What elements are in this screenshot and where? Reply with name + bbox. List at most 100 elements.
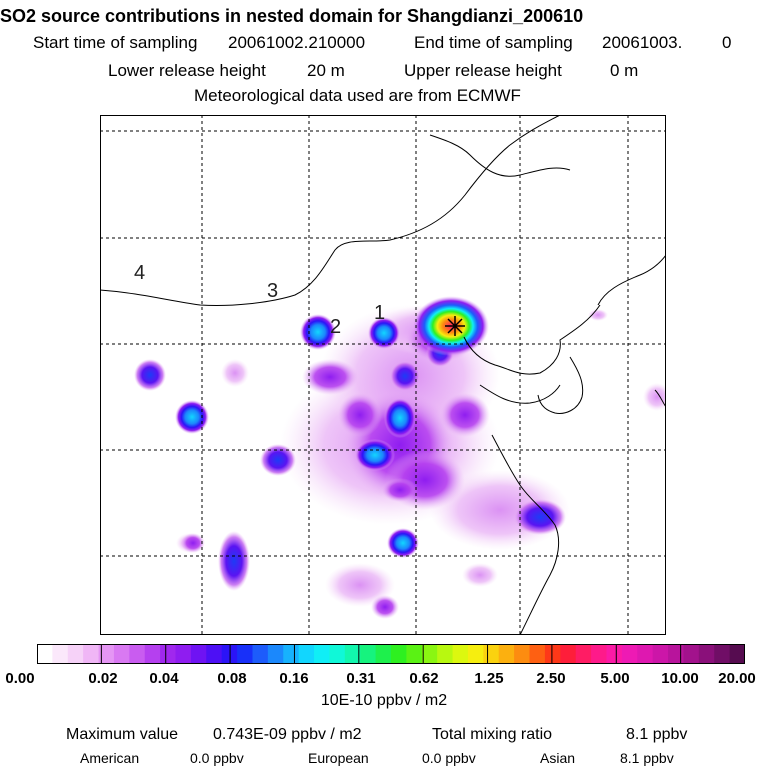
colorbar-cell: [129, 644, 146, 664]
european-value: 0.0 ppbv: [422, 750, 476, 766]
colorbar-cell: [452, 644, 469, 664]
colorbar-cell: [683, 644, 700, 664]
colorbar-cell: [283, 644, 300, 664]
distance-contour-labels: 4 3 2 1: [134, 262, 385, 338]
coastline-and-borders: [100, 115, 666, 635]
colorbar-cell: [406, 644, 423, 664]
hotspot-blue: [218, 531, 250, 591]
plume-violet: [371, 595, 399, 619]
colorbar-cell: [729, 644, 745, 664]
colorbar-cell: [375, 644, 392, 664]
colorbar-cell: [298, 644, 315, 664]
colorbar-cell: [514, 644, 531, 664]
colorbar-cell: [329, 644, 346, 664]
colorbar-cell: [483, 644, 500, 664]
lower-release-value: 20 m: [307, 61, 345, 80]
colorbar-tick-label: 2.50: [536, 670, 566, 687]
colorbar-cell: [314, 644, 330, 664]
hotspot-blue: [260, 444, 296, 476]
colorbar-cell: [37, 644, 53, 664]
map-frame: [100, 115, 666, 635]
colorbar-cell: [637, 644, 654, 664]
colorbar-cell: [83, 644, 100, 664]
hotspot-cyan: [368, 317, 400, 349]
colorbar-cell: [160, 644, 177, 664]
max-value-label: Maximum value: [66, 726, 179, 743]
met-data-line: Meteorological data used are from ECMWF: [194, 86, 521, 105]
colorbar-cell: [652, 644, 669, 664]
end-time-suffix: 0: [722, 33, 732, 52]
colorbar-frame: [37, 644, 745, 664]
colorbar-cell: [391, 644, 407, 664]
coastline-bohai: [463, 304, 601, 375]
plume-pale: [643, 383, 666, 411]
upper-release-value: 0 m: [610, 61, 639, 80]
colorbar-tick-label: 0.16: [279, 670, 309, 687]
hotspot-blue: [390, 361, 420, 391]
lower-release-label: Lower release height: [108, 61, 266, 80]
receptor-star-icon: [445, 316, 465, 336]
colorbar: [37, 644, 745, 664]
plume-pale: [221, 359, 249, 387]
contour-label-4: 4: [134, 262, 145, 284]
colorbar-tick-label: 0.08: [217, 670, 247, 687]
coastline-shandong: [479, 384, 561, 404]
colorbar-cell: [467, 644, 484, 664]
colorbar-cell: [575, 644, 592, 664]
border-north: [100, 115, 561, 306]
map-title: SO2 source contributions in nested domai…: [0, 6, 584, 26]
plume-violet: [338, 393, 382, 437]
colorbar-unit: 10E-10 ppbv / m2: [320, 692, 448, 709]
plume-violet: [440, 393, 490, 437]
border-northeast: [429, 134, 571, 177]
colorbar-cell: [52, 644, 69, 664]
contour-label-2: 2: [330, 316, 341, 338]
colorbar-cell: [67, 644, 84, 664]
upper-release-label: Upper release height: [404, 61, 562, 80]
hotspot-cyan: [355, 439, 395, 471]
contour-label-3: 3: [267, 280, 278, 302]
hotspot-blue: [134, 359, 166, 391]
colorbar-cell: [421, 644, 438, 664]
coastline-north: [597, 254, 666, 306]
concentration-field: [134, 296, 666, 619]
colorbar-cell: [529, 644, 546, 664]
plume-pale: [462, 563, 498, 587]
colorbar-cell: [98, 644, 115, 664]
total-mixing-value: 8.1 ppbv: [626, 726, 688, 743]
total-mixing-label: Total mixing ratio: [432, 726, 553, 743]
colorbar-cell: [544, 644, 561, 664]
asian-value: 8.1 ppbv: [620, 750, 674, 766]
start-time-value: 20061002.210000: [228, 33, 366, 52]
colorbar-cell: [698, 644, 715, 664]
colorbar-cell: [621, 644, 638, 664]
colorbar-cell: [714, 644, 731, 664]
colorbar-tick-label: 5.00: [600, 670, 630, 687]
colorbar-tick-label: 20.00: [718, 670, 756, 687]
colorbar-tick-label: 0.31: [346, 670, 376, 687]
hotspot-cyan: [387, 528, 419, 558]
colorbar-tick-label: 1.25: [474, 670, 504, 687]
contour-label-1: 1: [374, 302, 385, 324]
american-label: American: [80, 750, 140, 766]
colorbar-cell: [252, 644, 269, 664]
colorbar-cell: [344, 644, 361, 664]
plume-pale: [325, 563, 395, 607]
map-panel: 4 3 2 1: [100, 115, 666, 635]
hotspot-cyan: [384, 398, 416, 438]
colorbar-cell: [560, 644, 577, 664]
colorbar-cell: [360, 644, 377, 664]
coastline-korea: [537, 356, 584, 414]
colorbar-tick-label: 0.00: [5, 670, 35, 687]
european-label: European: [308, 750, 369, 766]
plume-violet: [302, 359, 358, 395]
colorbar-tick-label: 10.00: [661, 670, 699, 687]
colorbar-cell: [668, 644, 684, 664]
colorbar-cell: [175, 644, 192, 664]
colorbar-cell: [267, 644, 284, 664]
grid-lines: [100, 115, 666, 635]
hotspot-cyan: [175, 400, 209, 434]
colorbar-tick-label: 0.62: [409, 670, 439, 687]
colorbar-cell: [190, 644, 207, 664]
colorbar-cell: [237, 644, 253, 664]
